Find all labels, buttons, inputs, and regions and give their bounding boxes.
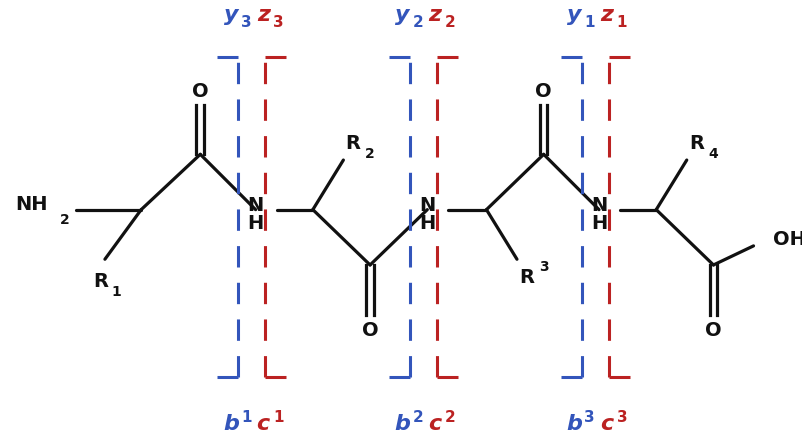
Text: 3: 3	[584, 409, 595, 424]
Text: b: b	[395, 413, 411, 433]
Text: NH: NH	[15, 195, 47, 214]
Text: N: N	[248, 196, 264, 215]
Text: O: O	[705, 321, 722, 339]
Text: 2: 2	[412, 409, 423, 424]
Text: y: y	[224, 5, 238, 25]
Text: c: c	[257, 413, 270, 433]
Text: 3: 3	[617, 409, 627, 424]
Text: y: y	[395, 5, 410, 25]
Text: R: R	[689, 134, 704, 153]
Text: H: H	[591, 214, 607, 233]
Text: H: H	[419, 214, 435, 233]
Text: 3: 3	[539, 259, 549, 273]
Text: z: z	[257, 5, 269, 25]
Text: c: c	[600, 413, 614, 433]
Text: 2: 2	[365, 147, 375, 161]
Text: O: O	[192, 82, 209, 101]
Text: N: N	[419, 196, 435, 215]
Text: 1: 1	[584, 15, 595, 30]
Text: OH: OH	[772, 229, 802, 248]
Text: b: b	[566, 413, 582, 433]
Text: R: R	[346, 134, 360, 153]
Text: 1: 1	[241, 409, 251, 424]
Text: R: R	[519, 267, 534, 286]
Text: 3: 3	[241, 15, 251, 30]
Text: 3: 3	[273, 15, 284, 30]
Text: 2: 2	[445, 409, 456, 424]
Text: 1: 1	[617, 15, 627, 30]
Text: H: H	[248, 214, 264, 233]
Text: y: y	[567, 5, 581, 25]
Text: c: c	[428, 413, 442, 433]
Text: 2: 2	[412, 15, 423, 30]
Text: 4: 4	[709, 147, 719, 161]
Text: 2: 2	[60, 213, 70, 226]
Text: 1: 1	[273, 409, 284, 424]
Text: 1: 1	[111, 284, 121, 298]
Text: O: O	[536, 82, 552, 101]
Text: b: b	[223, 413, 239, 433]
Text: 2: 2	[445, 15, 456, 30]
Text: O: O	[362, 321, 379, 339]
Text: z: z	[600, 5, 614, 25]
Text: R: R	[94, 271, 108, 290]
Text: z: z	[428, 5, 441, 25]
Text: N: N	[591, 196, 607, 215]
